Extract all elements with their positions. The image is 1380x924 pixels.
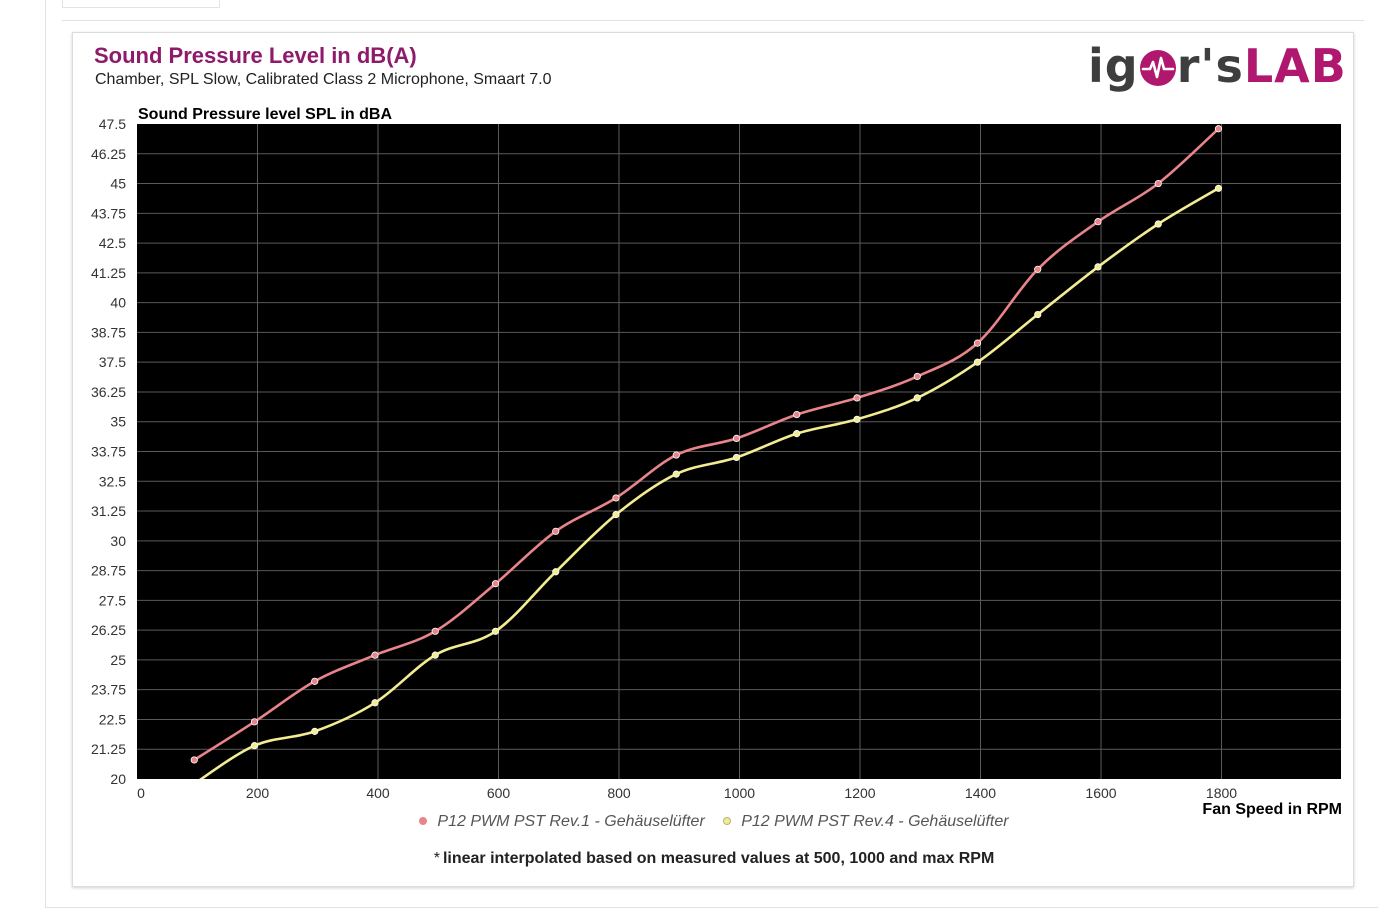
- data-point[interactable]: [431, 651, 439, 659]
- data-point[interactable]: [913, 394, 921, 402]
- page-frame: [45, 0, 1378, 908]
- x-tick-label: 1600: [1085, 785, 1116, 801]
- y-tick-label: 35: [110, 414, 126, 430]
- y-tick-label: 38.75: [91, 324, 126, 340]
- data-point[interactable]: [491, 627, 500, 635]
- data-point[interactable]: [973, 358, 982, 366]
- data-point[interactable]: [371, 699, 379, 707]
- data-point[interactable]: [552, 527, 560, 535]
- y-tick-label: 21.25: [91, 741, 126, 757]
- y-tick-label: 30: [110, 533, 126, 549]
- x-tick-label: 800: [607, 785, 631, 801]
- x-tick-label: 0: [137, 785, 145, 801]
- data-point[interactable]: [1214, 125, 1223, 133]
- y-tick-label: 32.5: [99, 473, 126, 489]
- data-point[interactable]: [793, 410, 801, 419]
- data-point[interactable]: [1214, 184, 1223, 192]
- data-point[interactable]: [672, 451, 680, 459]
- data-point[interactable]: [853, 394, 861, 402]
- data-point[interactable]: [1094, 218, 1102, 226]
- data-point[interactable]: [913, 372, 921, 381]
- y-tick-label: 45: [110, 176, 126, 192]
- y-tick-label: 22.5: [99, 711, 126, 727]
- data-point[interactable]: [552, 568, 560, 576]
- y-tick-label: 26.25: [91, 622, 126, 638]
- x-axis-ticks: 0 200 400 600 800 1000 1200 1400 1600 1800: [137, 785, 1237, 801]
- x-tick-label: 1800: [1206, 785, 1237, 801]
- legend-label-rev4: P12 PWM PST Rev.4 - Gehäuselüfter: [741, 813, 1009, 830]
- data-point[interactable]: [1034, 310, 1042, 319]
- y-tick-label: 41.25: [91, 265, 126, 281]
- logo-text-rs: r's: [1176, 39, 1244, 93]
- top-divider: [62, 20, 1364, 21]
- legend-item-rev1[interactable]: P12 PWM PST Rev.1 - Gehäuselüfter: [419, 813, 705, 831]
- data-point[interactable]: [431, 627, 439, 635]
- top-tab[interactable]: [62, 0, 220, 8]
- data-point[interactable]: [732, 434, 741, 442]
- y-tick-label: 47.5: [99, 116, 126, 132]
- y-tick-label: 33.75: [91, 444, 126, 460]
- data-point[interactable]: [853, 415, 861, 423]
- y-tick-label: 31.25: [91, 503, 126, 519]
- y-tick-label: 20: [110, 771, 126, 787]
- logo-text-ig: ig: [1088, 39, 1139, 93]
- data-point[interactable]: [1154, 220, 1162, 228]
- chart-title: Sound Pressure Level in dB(A): [94, 43, 417, 68]
- data-point[interactable]: [311, 727, 319, 735]
- y-tick-label: 36.25: [91, 384, 126, 400]
- y-tick-label: 23.75: [91, 682, 126, 698]
- grid-lines: [137, 124, 1341, 779]
- y-tick-label: 43.75: [91, 205, 126, 221]
- chart-axis-title: Sound Pressure level SPL in dBA: [138, 106, 392, 123]
- footnote-asterisk: *: [433, 850, 440, 867]
- x-tick-label: 1000: [724, 785, 755, 801]
- data-point[interactable]: [612, 494, 620, 502]
- series-layer: [190, 125, 1223, 787]
- y-tick-label: 40: [110, 295, 126, 311]
- heartbeat-o-icon: [1139, 50, 1176, 86]
- series-line-1: [193, 127, 1220, 762]
- x-tick-label: 200: [246, 785, 270, 801]
- footnote: * linear interpolated based on measured v…: [0, 850, 1380, 868]
- data-point[interactable]: [1154, 179, 1162, 188]
- chart-subtitle: Chamber, SPL Slow, Calibrated Class 2 Mi…: [95, 71, 552, 88]
- legend-item-rev4[interactable]: P12 PWM PST Rev.4 - Gehäuselüfter: [723, 813, 1009, 831]
- y-tick-label: 37.5: [99, 354, 126, 370]
- x-axis-title: Fan Speed in RPM: [1202, 801, 1342, 818]
- y-tick-label: 28.75: [91, 563, 126, 579]
- x-tick-label: 1200: [844, 785, 875, 801]
- logo-text-lab: LAB: [1243, 39, 1347, 93]
- y-tick-label: 25: [110, 652, 126, 668]
- data-point[interactable]: [973, 339, 982, 347]
- x-tick-label: 400: [366, 785, 390, 801]
- data-point[interactable]: [250, 718, 259, 726]
- y-tick-label: 46.25: [91, 146, 126, 162]
- data-point[interactable]: [612, 511, 620, 519]
- data-point[interactable]: [793, 430, 801, 438]
- data-point[interactable]: [491, 580, 500, 588]
- data-point[interactable]: [1094, 263, 1102, 271]
- data-point[interactable]: [371, 651, 379, 659]
- x-tick-label: 1400: [965, 785, 996, 801]
- data-point[interactable]: [191, 781, 197, 787]
- data-point[interactable]: [672, 470, 680, 478]
- y-tick-label: 42.5: [99, 235, 126, 251]
- data-point[interactable]: [250, 742, 259, 750]
- data-point[interactable]: [311, 677, 319, 685]
- legend: P12 PWM PST Rev.1 - Gehäuselüfter P12 PW…: [0, 813, 1380, 831]
- legend-marker-rev1: [419, 817, 428, 825]
- legend-marker-rev4: [723, 817, 732, 825]
- y-axis-ticks: 20 21.25 22.5 23.75 25 26.25 27.5 28.75 30 31.25 3…: [91, 116, 126, 787]
- x-tick-label: 600: [487, 785, 511, 801]
- data-point[interactable]: [1034, 265, 1042, 273]
- legend-label-rev1: P12 PWM PST Rev.1 - Gehäuselüfter: [437, 813, 705, 830]
- data-point[interactable]: [732, 453, 741, 462]
- y-tick-label: 27.5: [99, 592, 126, 608]
- igorslab-logo: ig r'sLAB: [1088, 40, 1347, 92]
- data-point[interactable]: [190, 756, 198, 764]
- footnote-text: linear interpolated based on measured va…: [442, 850, 995, 867]
